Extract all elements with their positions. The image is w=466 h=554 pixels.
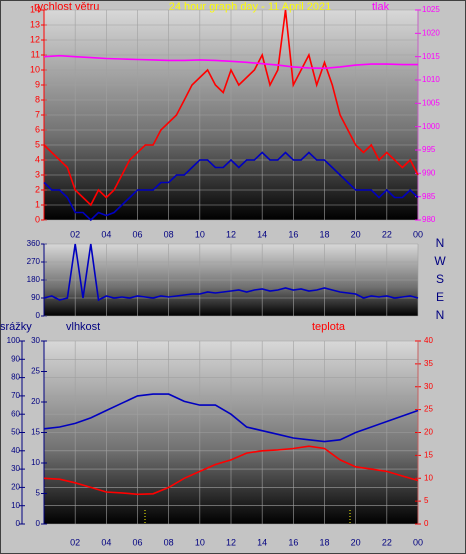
- y-tick-label: 14: [30, 4, 40, 14]
- y-tick-label: 0: [35, 214, 40, 224]
- axis-label: vlhkost: [66, 321, 100, 333]
- x-tick-label: 06: [132, 537, 142, 547]
- x-tick-label: 08: [164, 537, 174, 547]
- y-tick-label: 90: [11, 354, 20, 363]
- x-tick-label: 20: [351, 537, 361, 547]
- y-tick-label: 25: [424, 405, 433, 414]
- y-tick-label: 10: [30, 64, 40, 74]
- x-tick-label: 02: [70, 229, 80, 239]
- axis-label: teplota: [312, 321, 346, 333]
- x-tick-label: 16: [288, 229, 298, 239]
- series-line: [43, 9, 419, 207]
- x-tick-label: 18: [319, 229, 329, 239]
- y-tick-label: 80: [11, 373, 20, 382]
- y-tick-label: 15: [31, 428, 40, 437]
- y-tick-label: 70: [11, 391, 20, 400]
- y-tick-label: 100: [7, 336, 21, 345]
- axis-label: srážky: [0, 321, 32, 333]
- y-tick-label: 5: [424, 496, 429, 505]
- y-tick-label: 15: [424, 450, 433, 459]
- y-tick-label: 40: [424, 336, 433, 345]
- y-tick-label: 35: [424, 359, 433, 368]
- y-tick-label: 60: [11, 409, 20, 418]
- y-tick-label: 13: [30, 19, 40, 29]
- y-tick-label: 10: [424, 473, 433, 482]
- y-tick-label: 1010: [422, 75, 440, 84]
- x-tick-label: 12: [226, 229, 236, 239]
- x-tick-label: 12: [226, 537, 236, 547]
- y-tick-label: 1025: [422, 5, 440, 14]
- y-tick-label: 30: [31, 336, 40, 345]
- y-tick-label: 180: [27, 275, 41, 284]
- x-tick-label: 08: [164, 229, 174, 239]
- x-tick-label: 10: [195, 537, 205, 547]
- x-tick-label: 22: [382, 229, 392, 239]
- x-tick-label: 18: [319, 537, 329, 547]
- y-tick-label: 30: [11, 464, 20, 473]
- y-tick-label: 2: [35, 184, 40, 194]
- y-tick-label: 990: [422, 168, 436, 177]
- y-tick-label: 4: [35, 154, 40, 164]
- series-line: [43, 151, 419, 222]
- y-tick-label: 50: [11, 428, 20, 437]
- y-tick-label: 90: [31, 293, 40, 302]
- y-tick-label: 10: [11, 501, 20, 510]
- y-tick-label: 1020: [422, 28, 440, 37]
- y-tick-label: 20: [424, 428, 433, 437]
- series-line: [43, 54, 418, 70]
- y-tick-label: 0: [36, 519, 41, 528]
- series-line: [43, 445, 419, 496]
- y-tick-label: 6: [35, 124, 40, 134]
- y-tick-label: 25: [31, 367, 40, 376]
- y-tick-label: N: [436, 236, 445, 250]
- series-line: [43, 393, 419, 443]
- y-tick-label: 9: [35, 79, 40, 89]
- y-tick-label: N: [436, 308, 445, 322]
- y-tick-label: 980: [422, 215, 436, 224]
- x-tick-label: 04: [101, 537, 111, 547]
- y-tick-label: S: [436, 272, 444, 286]
- x-tick-label: 20: [351, 229, 361, 239]
- y-tick-label: 5: [35, 139, 40, 149]
- y-tick-label: 20: [31, 397, 40, 406]
- x-tick-label: 14: [257, 537, 267, 547]
- y-tick-label: 985: [422, 192, 436, 201]
- x-tick-label: 14: [257, 229, 267, 239]
- y-tick-label: 30: [424, 382, 433, 391]
- y-tick-label: E: [436, 290, 444, 304]
- y-tick-label: 10: [31, 458, 40, 467]
- x-tick-label: 16: [288, 537, 298, 547]
- y-tick-label: 270: [27, 257, 41, 266]
- y-tick-label: 0: [36, 311, 41, 320]
- y-tick-label: 40: [11, 446, 20, 455]
- y-tick-label: 5: [36, 489, 41, 498]
- x-tick-label: 02: [70, 537, 80, 547]
- series-line: [43, 243, 419, 302]
- y-tick-label: 8: [35, 94, 40, 104]
- y-tick-label: 0: [424, 519, 429, 528]
- y-tick-label: 12: [30, 34, 40, 44]
- x-tick-label: 10: [195, 229, 205, 239]
- y-tick-label: 1: [35, 199, 40, 209]
- y-tick-label: 995: [422, 145, 436, 154]
- chart-title: 24 hour graph day - 11 April 2021: [169, 1, 331, 13]
- y-tick-label: 20: [11, 483, 20, 492]
- y-tick-label: 1005: [422, 98, 440, 107]
- y-tick-label: 1000: [422, 122, 440, 131]
- y-tick-label: 360: [27, 239, 41, 248]
- y-tick-label: 1015: [422, 52, 440, 61]
- y-tick-label: W: [434, 254, 446, 268]
- y-tick-label: 11: [31, 49, 40, 59]
- x-tick-label: 06: [132, 229, 142, 239]
- x-tick-label: 00: [413, 537, 423, 547]
- x-tick-label: 00: [413, 229, 423, 239]
- y-tick-label: 7: [35, 109, 40, 119]
- x-tick-label: 04: [101, 229, 111, 239]
- y-tick-label: 3: [35, 169, 40, 179]
- x-tick-label: 22: [382, 537, 392, 547]
- y-tick-label: 0: [16, 519, 21, 528]
